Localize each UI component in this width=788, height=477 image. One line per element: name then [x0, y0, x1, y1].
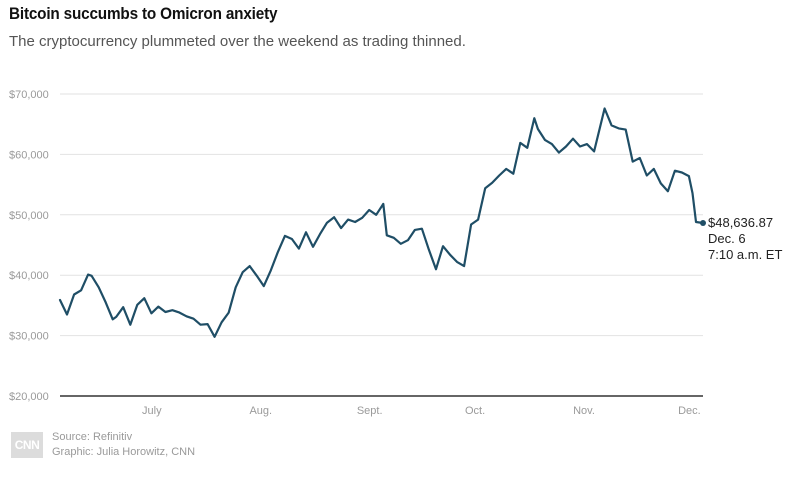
y-tick-label: $50,000 — [9, 210, 49, 222]
annotation-value: $48,636.87 — [708, 215, 773, 230]
cnn-logo: CNN — [11, 432, 43, 458]
annotation-date: Dec. 6 — [708, 231, 746, 246]
line-chart: $20,000 $30,000 $40,000 $50,000 $60,000 $70,0… — [9, 89, 782, 417]
x-tick-label: Nov. — [573, 405, 595, 417]
last-point-marker — [700, 220, 706, 227]
y-tick-label: $40,000 — [9, 270, 49, 282]
credits: Source: Refinitiv Graphic: Julia Horowit… — [52, 430, 195, 460]
x-tick-label: Aug. — [249, 405, 272, 417]
y-tick-label: $70,000 — [9, 89, 49, 101]
chart-title: Bitcoin succumbs to Omicron anxiety — [9, 4, 278, 23]
series-layer — [58, 107, 706, 338]
x-tick-label: Oct. — [465, 405, 485, 417]
x-tick-label: Dec. — [678, 405, 701, 417]
chart-subtitle: The cryptocurrency plummeted over the we… — [9, 33, 466, 50]
x-tick-label: Sept. — [357, 405, 383, 417]
x-axis-ticks: July Aug. Sept. Oct. Nov. Dec. — [142, 405, 701, 417]
source-credit: Source: Refinitiv — [52, 431, 133, 443]
x-tick-label: July — [142, 405, 162, 417]
annotation-time: 7:10 a.m. ET — [708, 247, 782, 262]
y-tick-label: $60,000 — [9, 149, 49, 161]
gridlines — [60, 93, 703, 397]
bitcoin-price-line — [58, 107, 705, 338]
y-tick-label: $20,000 — [9, 391, 49, 403]
graphic-credit: Graphic: Julia Horowitz, CNN — [52, 446, 196, 458]
y-axis-ticks: $20,000 $30,000 $40,000 $50,000 $60,000 $70,0… — [9, 89, 49, 403]
y-tick-label: $30,000 — [9, 331, 49, 343]
